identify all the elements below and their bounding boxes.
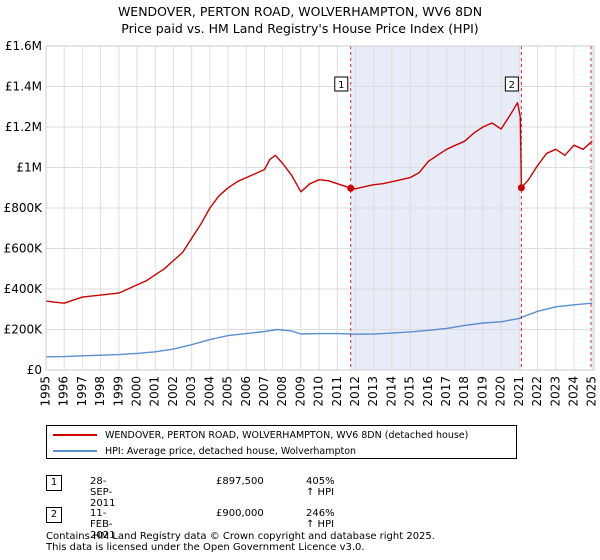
y-tick-label: £400K	[4, 282, 44, 296]
x-tick-label: 2024	[566, 376, 580, 407]
x-tick-label: 2015	[403, 376, 417, 407]
x-tick-label: 2022	[530, 376, 544, 407]
x-tick-label: 2007	[257, 376, 271, 407]
series-hpi-line	[45, 302, 593, 358]
x-tick-label: 2011	[330, 376, 344, 407]
sale-marker-box	[504, 76, 519, 92]
y-tick-label: £1.6M	[5, 39, 42, 53]
legend-label-hpi: HPI: Average price, detached house, Wolv…	[105, 445, 357, 457]
transaction-price: £900,000	[216, 508, 264, 519]
legend-item-hpi: HPI: Average price, detached house, Wolv…	[53, 443, 356, 459]
x-tick-label: 2003	[184, 376, 198, 407]
y-tick-label: £1M	[16, 161, 42, 175]
x-tick-label: 2013	[366, 376, 380, 407]
x-tick-label: 2025	[585, 376, 599, 407]
chart-title: WENDOVER, PERTON ROAD, WOLVERHAMPTON, WV…	[117, 4, 483, 19]
x-tick-label: 2020	[494, 376, 508, 407]
x-tick-label: 2004	[202, 376, 216, 407]
x-tick-label: 2001	[148, 376, 162, 407]
sale-point	[347, 184, 355, 192]
y-tick-label: £200K	[4, 323, 44, 337]
x-tick-label: 2008	[275, 376, 289, 407]
x-tick-label: 2016	[421, 376, 435, 407]
x-tick-label: 1995	[39, 376, 53, 407]
y-tick-label: £0	[27, 363, 42, 377]
transaction-badge: 1	[46, 475, 62, 491]
x-tick-label: 1996	[57, 376, 71, 407]
footer-license: This data is licensed under the Open Gov…	[46, 542, 365, 553]
sale-point	[517, 184, 525, 192]
transaction-badge: 2	[46, 507, 62, 523]
plot-border	[45, 45, 595, 371]
transaction-price: £897,500	[216, 476, 264, 487]
footer-copyright: Contains HM Land Registry data © Crown c…	[46, 531, 435, 542]
sale-marker-label: 2	[509, 80, 515, 91]
y-tick-label: £1.4M	[5, 80, 42, 94]
x-tick-label: 2021	[512, 376, 526, 407]
price-chart: £0 £200K £400K £600K £800K £1M £1.2M £1.4M £1.6M…	[4, 39, 599, 407]
x-tick-label: 2017	[439, 376, 453, 407]
x-tick-label: 2000	[130, 376, 144, 407]
x-tick-label: 2018	[457, 376, 471, 407]
y-tick-label: £800K	[4, 201, 44, 215]
series-property-line	[45, 101, 593, 304]
transaction-hpi: 246% ↑ HPI	[306, 508, 335, 530]
y-tick-label: £600K	[4, 242, 44, 256]
x-tick-label: 2006	[239, 376, 253, 407]
legend-swatch-hpi	[53, 450, 97, 452]
x-tick-label: 2002	[166, 376, 180, 407]
x-tick-label: 2014	[384, 376, 398, 407]
x-tick-label: 2009	[293, 376, 307, 407]
chart-subtitle: Price paid vs. HM Land Registry's House …	[121, 21, 479, 36]
y-tick-label: £1.2M	[5, 120, 42, 134]
x-tick-label: 2010	[312, 376, 326, 407]
x-tick-label: 2019	[475, 376, 489, 407]
x-tick-label: 2023	[548, 376, 562, 407]
legend-label-property: WENDOVER, PERTON ROAD, WOLVERHAMPTON, WV…	[105, 429, 469, 441]
x-tick-label: 1997	[75, 376, 89, 407]
x-tick-label: 2012	[348, 376, 362, 407]
x-tick-label: 1998	[93, 376, 107, 407]
transaction-hpi: 405% ↑ HPI	[306, 476, 335, 498]
legend: WENDOVER, PERTON ROAD, WOLVERHAMPTON, WV…	[46, 425, 517, 459]
legend-swatch-property	[53, 434, 97, 436]
sale-marker-label: 1	[338, 80, 344, 91]
transaction-date: 28-SEP-2011	[90, 476, 116, 509]
x-tick-label: 2005	[221, 376, 235, 407]
legend-item-property: WENDOVER, PERTON ROAD, WOLVERHAMPTON, WV…	[53, 427, 468, 443]
sale-marker-box	[334, 76, 349, 92]
x-tick-label: 1999	[111, 376, 125, 407]
transaction-date: 11-FEB-2021	[90, 508, 116, 541]
